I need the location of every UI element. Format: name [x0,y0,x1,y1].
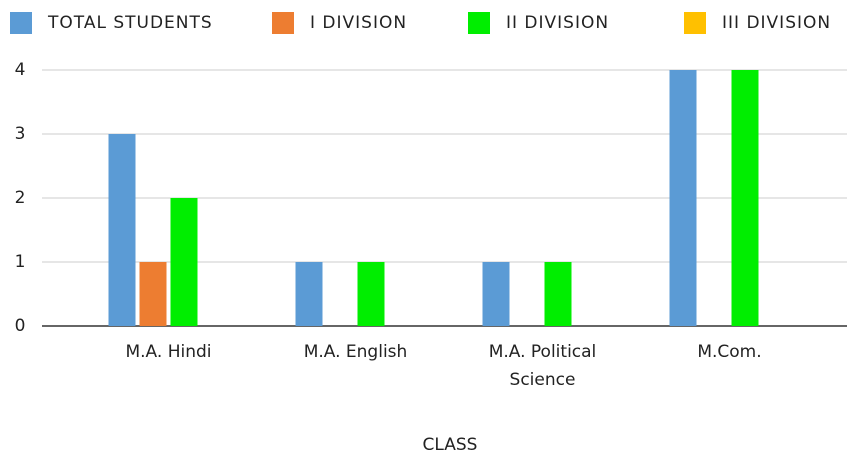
y-tick-label: 2 [15,188,26,208]
bar [357,262,385,326]
bar [482,262,510,326]
legend-swatch [272,12,294,34]
x-tick-label: M.Com. [697,342,762,362]
legend-label: TOTAL STUDENTS [47,13,213,33]
x-tick-label: M.A. Hindi [125,342,212,362]
y-tick-label: 4 [15,60,26,80]
bar [731,70,759,326]
bar [139,262,167,326]
legend-label: I DIVISION [310,13,407,33]
x-tick-label: M.A. Political Science [488,342,597,390]
legend-label: II DIVISION [506,13,609,33]
bar [544,262,572,326]
legend-swatch [468,12,490,34]
legend-swatch [10,12,32,34]
bar [295,262,323,326]
legend-label: III DIVISION [722,13,831,33]
y-tick-label: 3 [15,124,26,144]
y-tick-label: 1 [15,252,26,272]
bar [170,198,198,326]
x-axis-title: CLASS [423,435,478,455]
legend-swatch [684,12,706,34]
x-tick-label: M.A. English [303,342,408,362]
bar [669,70,697,326]
bar [108,134,136,326]
y-tick-label: 0 [15,316,26,336]
